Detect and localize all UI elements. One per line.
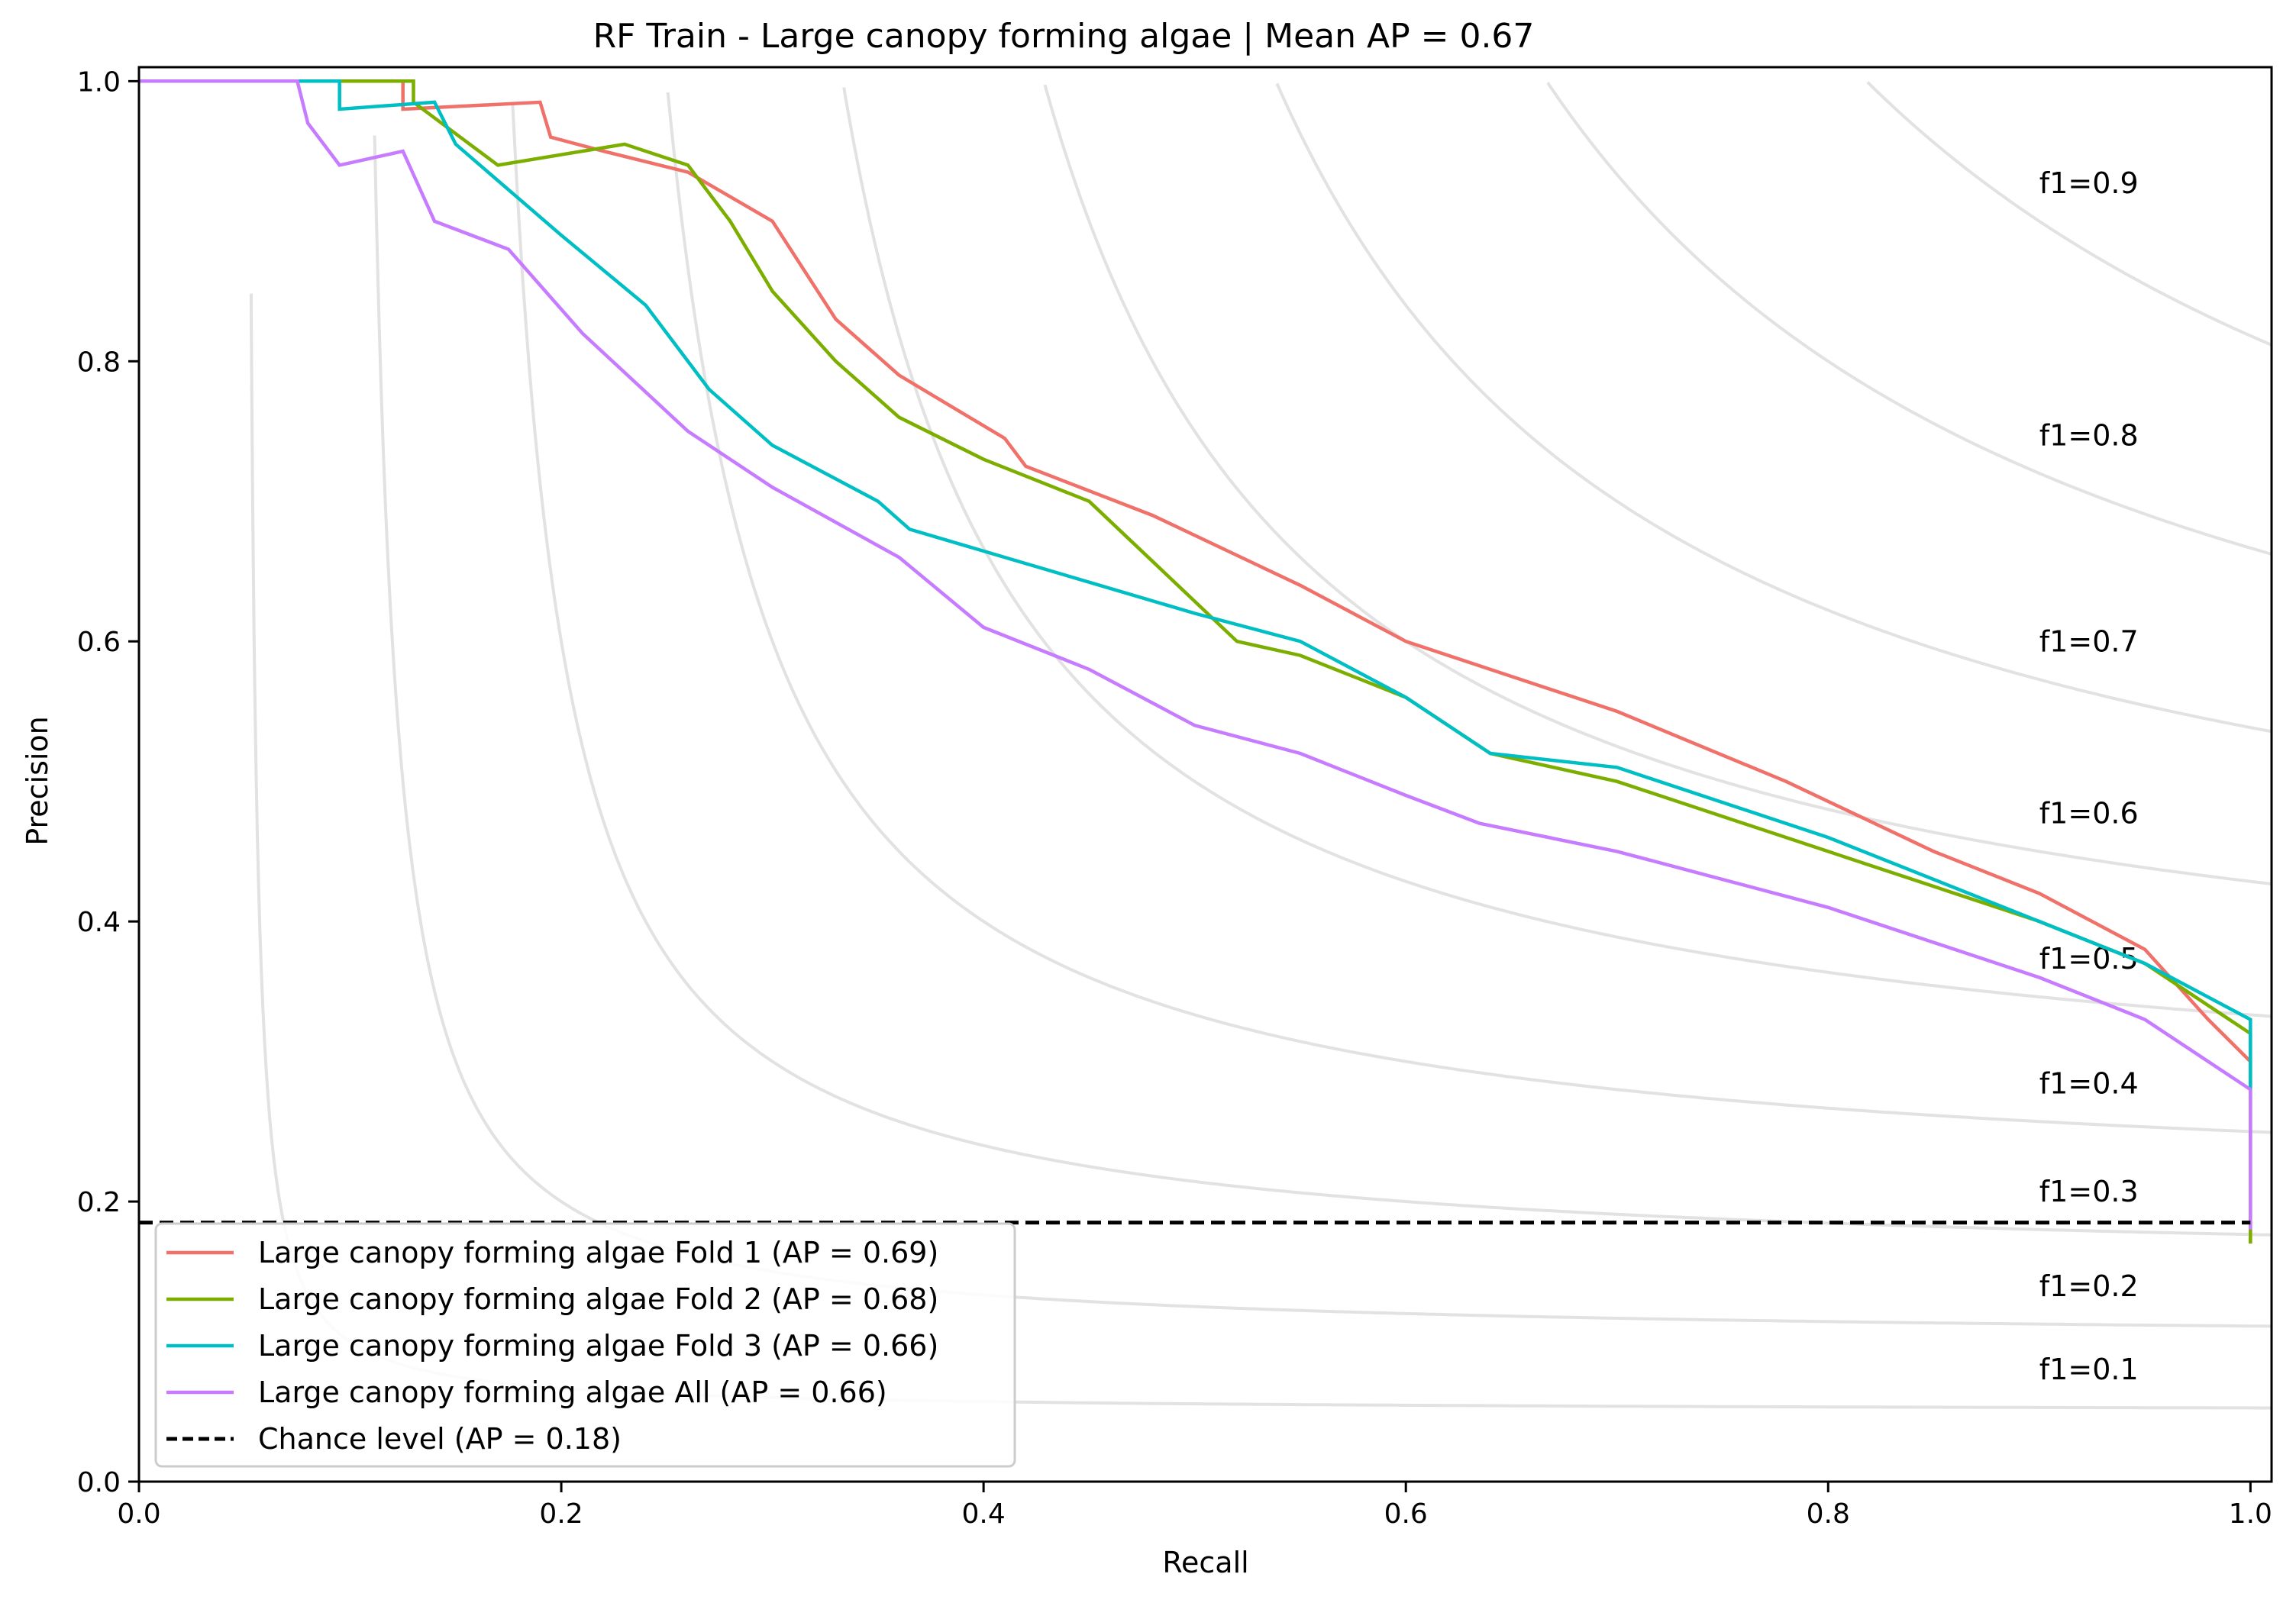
legend-label: Large canopy forming algae Fold 1 (AP = … [258,1236,938,1269]
iso-f1-curve [1043,84,2272,885]
x-tick-label: 0.4 [962,1498,1006,1530]
series-line [139,79,2252,1104]
x-tick-label: 0.6 [1384,1498,1428,1530]
legend-label: Chance level (AP = 0.18) [258,1422,622,1456]
iso-f1-curve [1275,82,2272,734]
iso-f1-label: f1=0.4 [2039,1067,2139,1101]
y-axis-ticks: 0.0 0.2 0.4 0.6 0.8 1.0 [77,66,139,1498]
iso-f1-curve [842,87,2272,1018]
legend-box [154,1222,1016,1468]
legend: Large canopy forming algae Fold 1 (AP = … [154,1222,1016,1468]
x-tick-label: 1.0 [2229,1498,2272,1530]
x-axis-label: Recall [1162,1546,1248,1579]
y-tick-label: 0.4 [77,907,121,938]
x-axis-ticks: 0.0 0.2 0.4 0.6 0.8 1.0 [117,1482,2272,1530]
iso-f1-curve [1866,81,2272,347]
iso-f1-label: f1=0.5 [2039,942,2139,976]
series-line [139,79,2252,1244]
x-tick-label: 0.8 [1807,1498,1850,1530]
series-line [139,79,2252,1230]
iso-f1-labels: f1=0.1 f1=0.2 f1=0.3 f1=0.4 f1=0.5 f1=0.6 f1=0… [2039,166,2139,1386]
iso-f1-label: f1=0.9 [2039,166,2139,200]
iso-f1-curve [511,103,2272,1237]
y-tick-label: 0.6 [77,627,121,658]
x-tick-label: 0.0 [117,1498,160,1530]
y-tick-label: 1.0 [77,66,121,98]
legend-label: Large canopy forming algae All (AP = 0.6… [258,1376,887,1409]
iso-f1-label: f1=0.3 [2039,1175,2139,1208]
iso-f1-label: f1=0.7 [2039,625,2139,659]
iso-f1-curve [1546,81,2272,556]
iso-f1-curve [666,92,2272,1134]
legend-label: Large canopy forming algae Fold 3 (AP = … [258,1329,938,1363]
y-axis-label: Precision [21,716,54,846]
legend-label: Large canopy forming algae Fold 2 (AP = … [258,1282,938,1316]
y-tick-label: 0.0 [77,1467,121,1498]
plot-frame [137,66,2273,1483]
iso-f1-label: f1=0.2 [2039,1269,2139,1303]
x-tick-label: 0.2 [539,1498,583,1530]
series-line [139,79,2252,1244]
y-tick-label: 0.8 [77,347,121,378]
iso-f1-label: f1=0.6 [2039,797,2139,831]
y-tick-label: 0.2 [77,1187,121,1218]
iso-f1-label: f1=0.1 [2039,1353,2139,1386]
iso-f1-label: f1=0.8 [2039,418,2139,452]
chart-title: RF Train - Large canopy forming algae | … [593,17,1535,56]
